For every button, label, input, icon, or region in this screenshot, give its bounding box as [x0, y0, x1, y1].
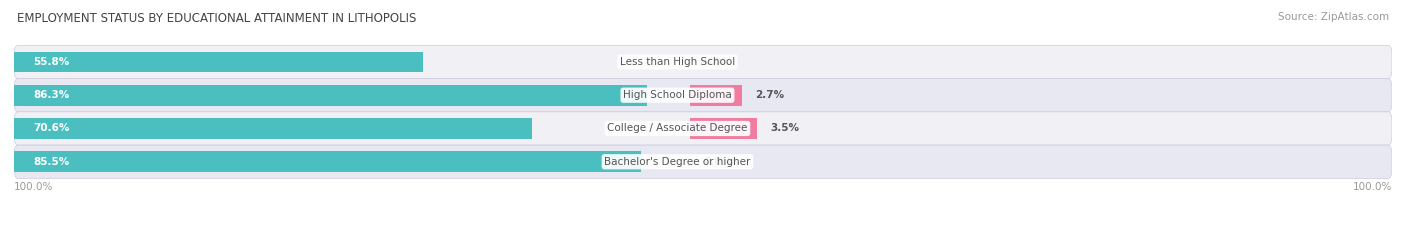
Text: Bachelor's Degree or higher: Bachelor's Degree or higher [605, 157, 751, 167]
Text: 3.5%: 3.5% [770, 123, 799, 134]
Bar [14, 85, 647, 106]
Text: 0.0%: 0.0% [703, 57, 733, 67]
Text: 70.6%: 70.6% [34, 123, 69, 134]
Text: 0.0%: 0.0% [703, 157, 733, 167]
Bar [690, 118, 758, 139]
FancyBboxPatch shape [14, 79, 1392, 112]
Text: Less than High School: Less than High School [620, 57, 735, 67]
Text: 100.0%: 100.0% [14, 182, 53, 192]
Text: 86.3%: 86.3% [34, 90, 69, 100]
Bar [14, 51, 423, 72]
FancyBboxPatch shape [14, 45, 1392, 79]
Text: High School Diploma: High School Diploma [623, 90, 733, 100]
Text: 2.7%: 2.7% [755, 90, 783, 100]
Text: 85.5%: 85.5% [34, 157, 69, 167]
FancyBboxPatch shape [14, 112, 1392, 145]
Bar [14, 151, 641, 172]
Bar [690, 85, 742, 106]
Text: College / Associate Degree: College / Associate Degree [607, 123, 748, 134]
Bar [14, 118, 531, 139]
FancyBboxPatch shape [14, 145, 1392, 178]
Text: Source: ZipAtlas.com: Source: ZipAtlas.com [1278, 12, 1389, 22]
Text: EMPLOYMENT STATUS BY EDUCATIONAL ATTAINMENT IN LITHOPOLIS: EMPLOYMENT STATUS BY EDUCATIONAL ATTAINM… [17, 12, 416, 25]
Text: 100.0%: 100.0% [1353, 182, 1392, 192]
Text: 55.8%: 55.8% [34, 57, 69, 67]
